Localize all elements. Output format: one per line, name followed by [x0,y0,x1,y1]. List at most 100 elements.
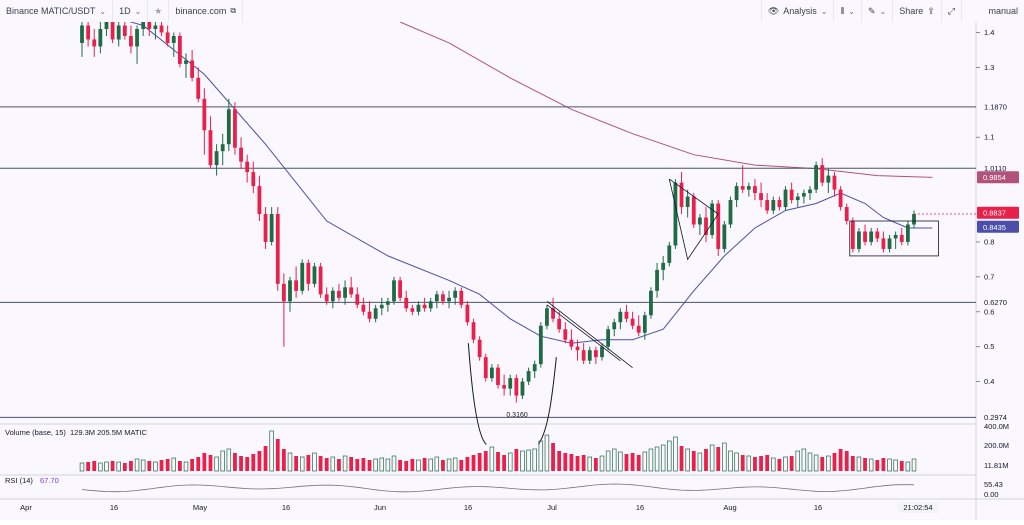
volume-bar [245,457,250,471]
volume-bar [544,434,550,472]
candle-body [820,165,825,183]
volume-bar [190,459,195,471]
candle-body [606,329,611,347]
layout-button[interactable]: ⫴ ⌄ [834,0,862,22]
candle-body [642,315,647,333]
expand-icon: ⤢ [947,5,955,16]
symbol-selector[interactable]: Binance MATIC/USDT ⌄ [0,0,114,22]
volume-bar [746,455,752,472]
candle-body [893,234,898,239]
candle-body [398,280,403,298]
volume-bar [257,451,262,471]
price-tag-label: 0.8435 [983,223,1006,232]
candle-body [447,297,451,302]
volume-bar [551,443,555,471]
volume-bar [496,452,500,471]
rsi-line [81,483,915,493]
candle-body [86,25,91,40]
share-button[interactable]: Share ⇪ [893,0,942,22]
candle-body [165,32,170,43]
volume-bar [398,460,403,471]
time-tick-label: Jun [374,503,386,512]
candle-body [385,301,390,305]
scale-mode-button[interactable]: manual [962,0,1024,22]
candle-body [887,238,892,249]
candle-body [135,28,139,47]
volume-bar [618,451,623,472]
volume-bar [483,451,488,471]
volume-bar [233,453,237,471]
candle-body [404,297,409,309]
volume-bar [905,461,911,472]
candle-body [771,200,776,211]
candle-body [759,193,763,201]
candle-body [538,325,543,365]
volume-bar [391,455,397,472]
candle-body [844,207,849,221]
volume-bar [202,453,207,471]
candle-body [496,367,500,386]
candle-body [808,189,812,194]
pencil-icon: ✎ [867,5,876,16]
chart-area[interactable]: 0.3160 400.0M 200.0M 11.81M 55.43 0.00 1.4 1… [0,7,1024,520]
candle-body [361,304,366,312]
volume-bar [611,448,617,472]
volume-bar [373,458,378,472]
candle-body [98,28,103,47]
candle-body [765,200,770,211]
candle-body [337,290,341,298]
price-tag [977,171,1019,184]
volume-bar [306,455,311,471]
draw-button[interactable]: ✎ ⌄ [862,0,894,22]
volume-bar [813,454,819,472]
source-link[interactable]: binance.com ⧉ [169,0,244,22]
volume-bar [557,451,562,471]
volume-bar [361,458,366,471]
candle-body [330,290,335,302]
volume-bar [593,458,598,471]
interval-selector[interactable]: 1D ⌄ [113,0,149,22]
candle-body [288,280,292,302]
price-tick-label: 1.4 [984,28,994,37]
volume-bar [86,462,91,471]
candle-body [746,186,751,190]
volume-bar [318,456,323,471]
volume-bar [728,450,733,472]
candle-body [838,189,843,208]
volume-bar [134,458,140,472]
volume-bar [441,460,445,471]
volume-bar [856,456,862,472]
volume-bar [636,455,641,471]
candle-body [740,186,745,190]
analysis-label: Analysis [783,6,817,16]
level-price-label: 0.6270 [984,298,1007,307]
rsi-tick-label: 0.00 [984,490,999,499]
cursor-time-box [898,502,938,513]
candle-body [263,214,268,242]
volume-bar [648,448,654,472]
volume-bar [704,449,708,471]
volume-bar [881,458,886,471]
candle-body [110,22,115,40]
volume-bar [526,449,531,472]
volume-bar [691,451,696,471]
volume-bar [502,455,507,471]
time-tick-label: 16 [636,503,644,512]
volume-bar [654,446,660,472]
candle-body [251,172,256,187]
candle-body [832,175,837,190]
analysis-button[interactable]: 👁 Analysis ⌄ [760,0,835,22]
volume-bar [850,456,855,471]
candle-body [581,350,586,361]
chevron-down-icon: ⌄ [879,6,887,16]
volume-bar [624,454,629,471]
volume-bar [422,458,427,471]
volume-bar [147,461,152,471]
candlestick-chart[interactable]: 0.3160 400.0M 200.0M 11.81M 55.430.00 1.4 1… [0,7,1024,520]
fullscreen-button[interactable]: ⤢ [942,0,962,22]
candle-body [349,287,354,295]
favorite-button[interactable]: ★ [148,0,170,22]
volume-bar [709,444,715,472]
volume-bar [287,452,293,472]
volume-bar [116,461,121,472]
